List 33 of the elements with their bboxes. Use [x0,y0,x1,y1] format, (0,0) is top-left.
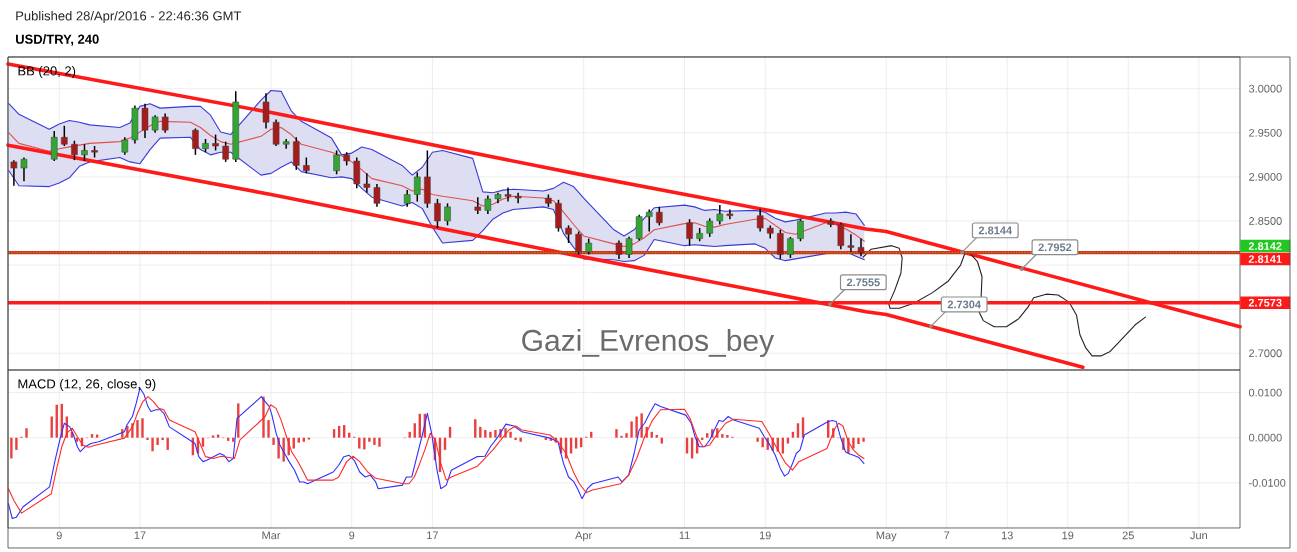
annotation: 2.7555 [846,278,880,287]
x-tick-label: 19 [759,531,771,540]
y-tick-label: 2.9500 [1249,128,1282,137]
y-tick-label: 2.8500 [1249,217,1282,225]
ref-line-label: 2.8141 [1248,255,1282,263]
y-tick-label: 3.0000 [1248,84,1282,93]
x-tick-label: 9 [349,531,355,540]
x-tick-label: Apr [575,531,593,542]
text: Published 28/Apr/2016 - 22:46:36 GMT [16,10,242,24]
ref-line-label: 2.7573 [1248,298,1282,307]
y-tick-label: 0.0000 [1248,433,1282,442]
x-tick-label: 19 [1062,531,1074,540]
annotation: 2.7304 [947,300,981,309]
x-tick-label: May [876,531,897,542]
x-tick-label: 17 [427,531,438,540]
annotation: Gazi_Evrenos_bey [522,329,775,358]
y-tick-label: 0.0100 [1248,388,1282,397]
x-tick-label: 7 [944,531,950,540]
x-tick-label: 13 [1001,531,1013,540]
annotation: 2.8144 [978,226,1013,235]
chart-title: USD/TRY, 240 [15,34,99,46]
x-tick-label: 11 [679,531,690,540]
x-tick-label: 25 [1122,531,1134,540]
text: MACD (12, 26, close, 9) [18,378,156,392]
y-tick-label: 2.9000 [1249,172,1282,181]
y-tick-label: -0.0100 [1249,478,1286,487]
x-tick-label: 17 [134,531,146,540]
x-tick-label: Mar [262,531,281,540]
x-tick-label: 9 [56,531,62,540]
y-tick-label: 2.7000 [1249,349,1282,358]
ref-line-label: 2.8142 [1248,242,1282,250]
x-tick-label: Jun [1190,531,1207,540]
annotation: 2.7952 [1038,243,1072,252]
